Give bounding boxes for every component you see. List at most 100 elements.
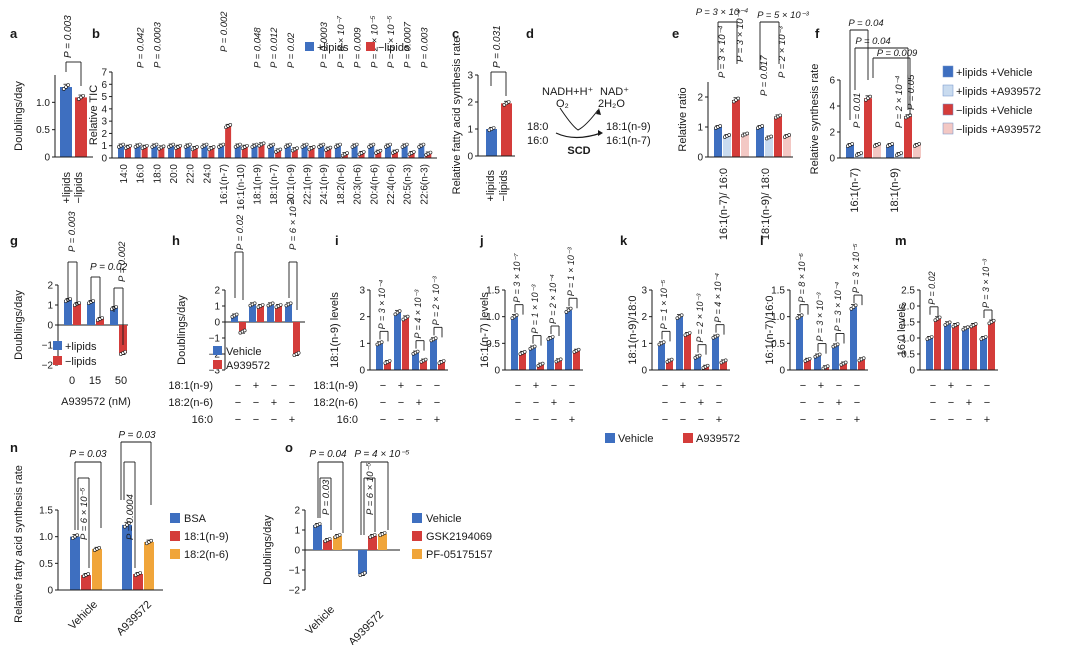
data-point — [278, 147, 283, 152]
data-point — [558, 357, 563, 362]
data-point — [188, 142, 192, 147]
p-value: P = 0.02 — [90, 262, 128, 273]
condition-mark: − — [966, 380, 972, 392]
data-point — [271, 142, 276, 147]
y-tick-label: 1 — [214, 302, 220, 313]
y-tick-label: −3 — [209, 366, 221, 377]
bar — [257, 306, 264, 322]
bar — [486, 129, 497, 156]
condition-mark: − — [551, 380, 557, 392]
data-point — [100, 316, 104, 320]
panel-l: l00.51.01.516:1(n-7)/16:0− + − −− − + −− − − +P =… — [760, 233, 868, 426]
bar — [201, 145, 208, 158]
condition-label: 18:2(n-6) — [168, 397, 213, 409]
bar — [225, 126, 232, 158]
legend-label: 18:2(n-6) — [184, 549, 229, 561]
data-point — [395, 148, 399, 153]
data-point — [917, 142, 922, 146]
y-tick-label: 0 — [909, 366, 915, 377]
bar — [308, 148, 315, 158]
x-tick-label: 24:0 — [202, 164, 213, 184]
bar — [858, 359, 865, 370]
x-tick-label: −lipids — [498, 170, 510, 202]
data-point — [228, 123, 233, 127]
bar — [258, 144, 265, 158]
y-tick-label: 3 — [101, 117, 107, 128]
condition-mark: + — [966, 397, 972, 409]
condition-mark: − — [680, 414, 686, 426]
p-value: P = 6 × 10⁻⁵ — [365, 462, 376, 515]
y-tick-label: 1.5 — [771, 286, 785, 297]
legend-swatch — [170, 549, 180, 559]
y-tick-label: 0 — [47, 586, 53, 597]
bar — [368, 536, 377, 550]
data-point — [204, 142, 209, 147]
condition-label: 18:1(n-9) — [313, 380, 358, 392]
condition-mark: + — [416, 397, 422, 409]
bar — [401, 145, 408, 158]
bar — [913, 145, 921, 158]
panel-label: i — [335, 233, 339, 248]
condition-mark: + — [854, 414, 860, 426]
data-point — [161, 144, 166, 149]
p-value: P = 0.01 — [852, 93, 863, 128]
y-tick-label: −2 — [289, 586, 301, 597]
legend-label: +lipids — [65, 341, 97, 353]
condition-mark: − — [854, 380, 860, 392]
y-tick-label: 2 — [294, 506, 300, 517]
condition-mark: + — [818, 380, 824, 392]
p-value: P = 4 × 10⁻⁵ — [354, 449, 409, 460]
condition-mark: − — [380, 380, 386, 392]
bar — [926, 338, 933, 370]
panel-label: h — [172, 233, 180, 248]
y-axis-label: 16:1(n-7)/16:0 — [764, 295, 776, 364]
y-axis-label: Doublings/day — [13, 290, 25, 360]
panel-label: k — [620, 233, 628, 248]
y-tick-label: 2 — [829, 128, 835, 139]
condition-mark: − — [800, 397, 806, 409]
data-point — [61, 87, 66, 91]
x-tick-label: 20:4(n-6) — [369, 164, 380, 205]
condition-mark: − — [380, 397, 386, 409]
data-point — [423, 357, 428, 362]
p-value: P = 0.0003 — [319, 21, 330, 68]
x-tick-label: Vehicle — [67, 599, 101, 633]
p-value: P = 3 × 10⁻⁴ — [696, 7, 749, 18]
condition-mark: − — [800, 414, 806, 426]
condition-mark: − — [380, 414, 386, 426]
p-value: P = 0.009 — [353, 27, 364, 68]
legend-label: −lipids +A939572 — [956, 124, 1041, 136]
data-point — [138, 571, 142, 575]
diagram-text: 16:0 — [527, 135, 548, 147]
p-value: P = 2 × 10⁻³ — [695, 293, 705, 343]
data-point — [807, 356, 812, 361]
y-tick-label: 1.0 — [901, 334, 915, 345]
y-tick-label: 2 — [47, 281, 53, 292]
bar — [301, 145, 308, 158]
bar — [73, 304, 81, 325]
y-tick-label: 0 — [47, 321, 53, 332]
bar — [231, 315, 238, 322]
condition-mark: − — [289, 380, 295, 392]
bar — [676, 316, 683, 370]
condition-mark: − — [434, 380, 440, 392]
legend-label: 18:1(n-9) — [184, 531, 229, 543]
bar — [184, 145, 191, 158]
bar — [904, 116, 912, 158]
data-point — [195, 145, 199, 149]
legend-swatch — [53, 356, 62, 365]
legend-swatch — [412, 513, 422, 523]
y-tick-label: 1.5 — [39, 506, 53, 517]
data-point — [245, 143, 249, 148]
condition-mark: − — [680, 397, 686, 409]
p-value: P = 0.03 — [321, 479, 332, 515]
p-value: P = 1 × 10⁻³ — [530, 284, 540, 334]
diagram-text: NADH+H⁺ — [542, 86, 594, 98]
bar — [133, 574, 143, 590]
y-axis-label: Doublings/day — [176, 295, 188, 365]
bar — [368, 145, 375, 158]
x-tick-label: 16:1(n-7) — [219, 164, 230, 205]
y-tick-label: 0.5 — [36, 125, 50, 136]
data-point — [760, 124, 765, 128]
y-tick-label: 7 — [101, 68, 107, 79]
